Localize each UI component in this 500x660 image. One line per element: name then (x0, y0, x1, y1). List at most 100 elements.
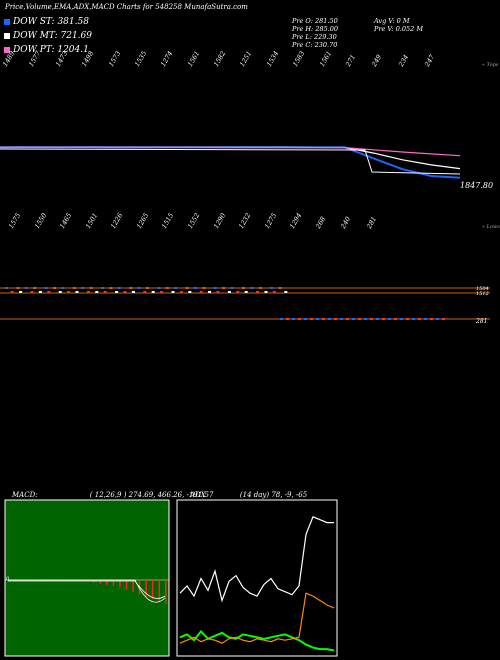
macd-bar (132, 580, 134, 592)
macd-signal-line (8, 580, 166, 599)
volume-bar (101, 287, 104, 289)
volume-bar (47, 291, 51, 293)
volume-bar (143, 291, 147, 293)
volume-bar (236, 291, 240, 293)
tops-label: « Tops (482, 62, 499, 68)
adx-lines (179, 516, 335, 652)
volume-bar (334, 318, 337, 320)
volume-bar (208, 291, 212, 293)
volume-bar (394, 318, 397, 320)
macd-bar (125, 580, 128, 590)
volume-bar (292, 318, 295, 320)
volume-bar (340, 318, 343, 320)
volume-bar (179, 291, 183, 293)
volume-bar (174, 287, 178, 289)
volume-bar (151, 291, 155, 293)
volume-bar (95, 291, 99, 293)
volume-bar (58, 291, 62, 293)
macd-title: MACD: ( 12,26,9 ) 274.69, 466.26, -191.5… (12, 491, 213, 499)
stats-avg-volume: Avg V: 0 M (374, 17, 410, 25)
volume-bar (328, 318, 331, 320)
volume-bar (216, 291, 220, 293)
lows-label: « Lows (482, 224, 500, 230)
macd-zero-label: 0 (6, 576, 10, 582)
legend-dow-st: DOW ST: 381.58 (4, 17, 89, 27)
volume-bar (436, 318, 439, 320)
volume-bar (250, 287, 254, 289)
legend-swatch-blue (4, 18, 10, 25)
volume-bar (199, 291, 203, 293)
volume-bar (109, 287, 113, 289)
price-last-label: 1847.80 (460, 181, 494, 190)
volume-bar (185, 287, 189, 289)
volume-bar (160, 291, 164, 293)
macd-label: MACD: (12, 491, 38, 499)
volume-bar (400, 318, 403, 320)
volume-bar (412, 318, 415, 320)
macd-values: ( 12,26,9 ) 274.69, 466.26, -191.57 (89, 491, 214, 499)
volume-bar (316, 318, 319, 320)
volume-bar (61, 287, 65, 289)
volume-bar (81, 287, 85, 289)
volume-bar (286, 318, 289, 320)
volume-bar (358, 318, 361, 320)
volume-bar (370, 318, 373, 320)
volume-bar (89, 287, 93, 289)
macd-bar (99, 580, 102, 584)
legend-dow-pt: DOW PT: 1204.1 (4, 45, 89, 55)
volume-bar (264, 291, 268, 293)
volume-bar (418, 318, 421, 320)
volume-bar (86, 291, 90, 293)
stats-low: Pre L: 229.30 (292, 33, 337, 41)
volume-bar (30, 291, 34, 293)
volume-bar (117, 287, 121, 289)
volume-bar (129, 287, 133, 289)
volume-bar (44, 287, 48, 289)
macd-bar (119, 580, 121, 588)
volume-bar (67, 291, 71, 293)
macd-bar (165, 580, 167, 604)
volume-bar (230, 287, 234, 289)
volume-bar (258, 287, 262, 289)
volume-bar (406, 318, 409, 320)
legend-label: DOW ST: 381.58 (13, 17, 89, 27)
macd-signal-line (8, 579, 166, 603)
volume-bar (364, 318, 367, 320)
volume-label-upper2: 1512 (476, 291, 489, 297)
volume-bar (123, 291, 127, 293)
volume-bar (298, 318, 301, 320)
chart-title: Price,Volume,EMA,ADX,MACD Charts for 548… (5, 3, 248, 11)
volume-bar (280, 318, 283, 320)
volume-bar (171, 291, 175, 293)
volume-bar (222, 287, 226, 289)
price-series-line (0, 146, 461, 157)
volume-band (0, 287, 490, 320)
volume-bar (322, 318, 325, 320)
macd-bar (158, 580, 160, 602)
volume-bar (284, 291, 288, 293)
volume-bar (157, 287, 161, 289)
volume-bar (194, 287, 197, 289)
volume-bar (103, 291, 107, 293)
price-close-line (0, 148, 461, 175)
macd-bar (112, 580, 115, 586)
volume-bar (242, 287, 245, 289)
volume-label-lower: 281 (476, 318, 488, 325)
adx-series-line (179, 592, 335, 644)
legend-swatch-pink (4, 46, 10, 53)
volume-bar (131, 291, 135, 293)
legend-label: DOW PT: 1204.1 (13, 45, 89, 55)
volume-label-upper: 1504 (476, 286, 489, 292)
volume-bar (72, 287, 76, 289)
volume-bar (388, 318, 391, 320)
volume-bar (202, 287, 206, 289)
volume-bar (165, 287, 169, 289)
adx-series-line (179, 629, 335, 652)
legend-swatch-white (4, 32, 10, 39)
stats-high: Pre H: 285.00 (292, 25, 339, 33)
volume-bar (53, 287, 56, 289)
legend-dow-mt: DOW MT: 721.69 (4, 31, 92, 41)
volume-bar (146, 287, 149, 289)
